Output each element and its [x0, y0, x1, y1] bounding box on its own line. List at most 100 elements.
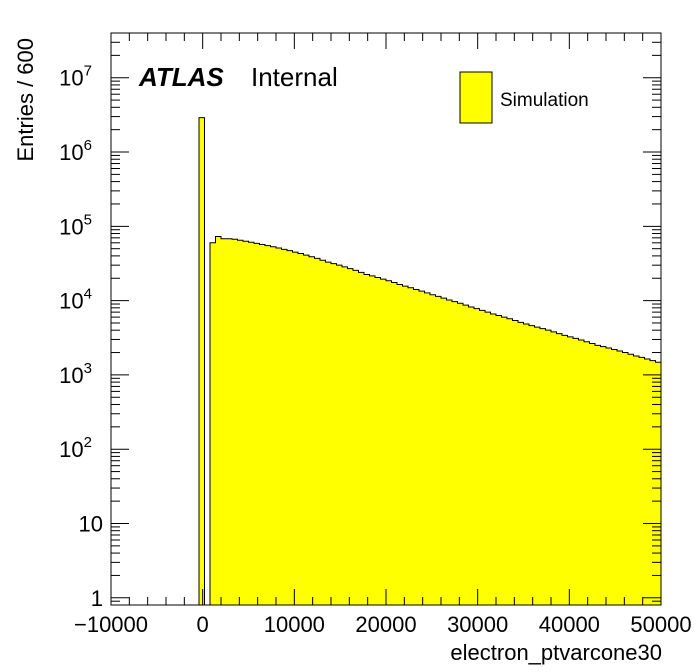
legend: Simulation [459, 71, 589, 124]
x-tick-label: 50000 [630, 612, 691, 637]
histogram-bar [463, 305, 469, 605]
histogram-bar [210, 242, 216, 605]
histogram-bar [413, 289, 419, 605]
x-tick-label: 40000 [539, 612, 600, 637]
histogram-bar [430, 294, 436, 605]
histogram-bar [435, 296, 441, 605]
histogram-bar [265, 245, 271, 605]
histogram-bar [628, 354, 634, 605]
histogram-bar [606, 348, 612, 605]
histogram-bar [342, 266, 348, 605]
histogram-bar [380, 279, 386, 605]
atlas-label-bold: ATLAS [138, 62, 224, 92]
histogram-bar [391, 282, 397, 605]
histogram-bar [655, 362, 661, 605]
axis-ticks [110, 32, 662, 606]
histogram-bar [468, 307, 474, 605]
histogram-bar [331, 263, 337, 605]
histogram-bar [600, 346, 606, 605]
histogram-bar [314, 258, 320, 605]
histogram-bar [232, 239, 238, 605]
x-tick-label: 20000 [355, 612, 416, 637]
tick-labels: −10000 0 10000 20000 30000 40000 50000 1 10 102 10… [59, 63, 691, 637]
histogram-bar [369, 275, 375, 605]
histogram-bar [402, 286, 408, 605]
y-tick-label: 103 [59, 360, 92, 388]
histogram-bar [215, 236, 221, 605]
y-tick-label: 10 [79, 512, 103, 537]
histogram-bars [198, 117, 661, 606]
histogram-bar [573, 338, 579, 605]
x-tick-label: −10000 [74, 612, 148, 637]
histogram-bar [633, 355, 639, 605]
x-tick-label: 0 [197, 612, 209, 637]
histogram-bar [276, 248, 282, 605]
histogram-bar [303, 255, 309, 606]
histogram-bar [551, 331, 557, 605]
histogram-bar [578, 340, 584, 605]
histogram-bar [529, 325, 535, 605]
histogram-bar [226, 238, 232, 605]
y-tick-label: 102 [59, 434, 92, 462]
histogram-bar [424, 292, 430, 605]
histogram-bar [298, 253, 304, 605]
histogram-bar [347, 268, 353, 605]
histogram-bar [320, 260, 326, 605]
histogram-bar [567, 336, 573, 605]
histogram-bar [270, 246, 276, 605]
histogram-bar [507, 318, 513, 605]
histogram-bar [518, 322, 524, 605]
histogram-bar [336, 265, 342, 605]
histogram-bar-spike [198, 117, 205, 606]
legend-swatch [459, 71, 493, 124]
x-axis-title: electron_ptvarcone30 [450, 640, 662, 665]
x-tick-label: 30000 [447, 612, 508, 637]
histogram-bar [259, 244, 265, 606]
histogram-bar [386, 280, 392, 605]
histogram-bar [358, 272, 364, 605]
histogram-bar [353, 270, 359, 605]
y-axis-title: Entries / 600 [13, 38, 38, 162]
y-tick-label: 1 [91, 586, 103, 611]
histogram-bar [556, 333, 562, 605]
histogram-bar [221, 238, 227, 605]
histogram-bar [644, 358, 650, 605]
histogram-bar [248, 242, 254, 605]
histogram-bar [375, 277, 381, 605]
y-tick-label: 106 [59, 137, 92, 165]
histogram-bar [243, 241, 249, 606]
histogram-bar [650, 360, 656, 605]
histogram-bar [479, 310, 485, 605]
y-tick-label: 107 [59, 63, 92, 91]
histogram-bar [408, 287, 414, 605]
atlas-label: ATLAS Internal [138, 62, 338, 92]
histogram-bar [397, 284, 403, 605]
histogram-bar [490, 314, 496, 605]
histogram-bar [545, 330, 551, 605]
histogram-bar [287, 250, 293, 605]
histogram-bar [452, 301, 458, 605]
histogram-bar [617, 350, 623, 605]
y-tick-label: 104 [59, 286, 92, 314]
histogram-bar [237, 240, 243, 605]
histogram-bar [512, 320, 518, 605]
histogram-bar [441, 298, 447, 605]
histogram-bar [622, 352, 628, 605]
histogram-bar [419, 291, 425, 605]
histogram-bar [474, 308, 480, 605]
histogram-bar [254, 243, 260, 606]
histogram-bar [540, 328, 546, 605]
histogram-bar [309, 256, 315, 605]
legend-entry-simulation: Simulation [500, 90, 589, 111]
histogram-bar [281, 249, 287, 605]
histogram-bar [446, 299, 452, 605]
histogram-outline [209, 235, 661, 605]
histogram-bar [485, 312, 491, 605]
y-tick-label: 105 [59, 211, 92, 239]
histogram-bar [364, 274, 370, 605]
histogram-bar [534, 327, 540, 605]
histogram-bar [292, 252, 298, 605]
histogram-bar [325, 262, 331, 605]
histogram-bar [562, 335, 568, 605]
